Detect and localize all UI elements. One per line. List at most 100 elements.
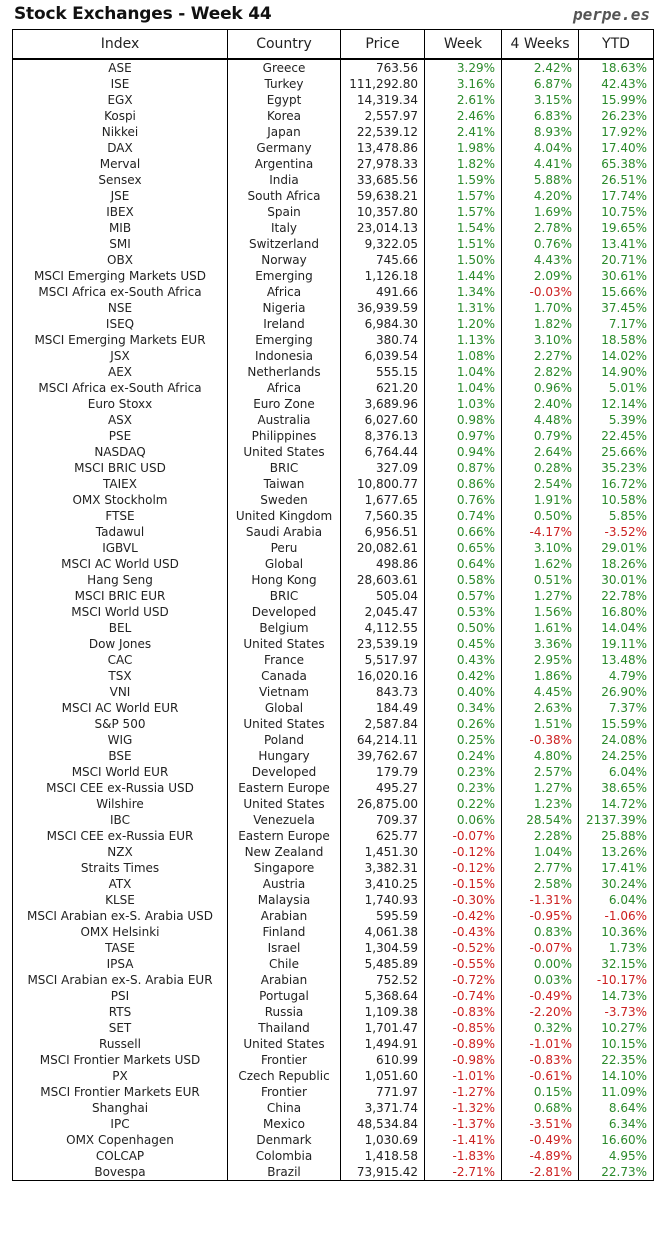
country-cell: Japan: [227, 124, 341, 140]
country-cell: France: [227, 652, 341, 668]
index-cell: Hang Seng: [12, 572, 228, 588]
ytd-change-cell: 24.08%: [578, 732, 654, 748]
four-week-change-cell: 1.69%: [501, 204, 579, 220]
table-row: SMI Switzerland 9,322.05 1.51% 0.76% 13.41%: [12, 236, 654, 252]
ytd-change-cell: 16.80%: [578, 604, 654, 620]
table-row: MSCI Arabian ex-S. Arabia USD Arabian 595.…: [12, 908, 654, 924]
table-row: Kospi Korea 2,557.97 2.46% 6.83% 26.23%: [12, 108, 654, 124]
four-week-change-cell: -0.49%: [501, 988, 579, 1004]
price-cell: 64,214.11: [340, 732, 425, 748]
price-cell: 6,039.54: [340, 348, 425, 364]
four-week-change-cell: 0.68%: [501, 1100, 579, 1116]
price-cell: 10,800.77: [340, 476, 425, 492]
ytd-change-cell: 10.58%: [578, 492, 654, 508]
table-row: Sensex India 33,685.56 1.59% 5.88% 26.51%: [12, 172, 654, 188]
country-cell: Saudi Arabia: [227, 524, 341, 540]
ytd-change-cell: 22.78%: [578, 588, 654, 604]
table-row: NASDAQ United States 6,764.44 0.94% 2.64% 25.…: [12, 444, 654, 460]
price-cell: 5,368.64: [340, 988, 425, 1004]
four-week-change-cell: 1.61%: [501, 620, 579, 636]
four-week-change-cell: -1.01%: [501, 1036, 579, 1052]
ytd-change-cell: -1.06%: [578, 908, 654, 924]
country-cell: Venezuela: [227, 812, 341, 828]
index-cell: JSX: [12, 348, 228, 364]
ytd-change-cell: 17.92%: [578, 124, 654, 140]
table-row: Shanghai China 3,371.74 -1.32% 0.68% 8.64%: [12, 1100, 654, 1116]
table-row: PSI Portugal 5,368.64 -0.74% -0.49% 14.73%: [12, 988, 654, 1004]
index-cell: VNI: [12, 684, 228, 700]
four-week-change-cell: 1.23%: [501, 796, 579, 812]
index-cell: TAIEX: [12, 476, 228, 492]
week-change-cell: 1.31%: [424, 300, 502, 316]
price-cell: 327.09: [340, 460, 425, 476]
price-cell: 23,014.13: [340, 220, 425, 236]
index-cell: MSCI BRIC USD: [12, 460, 228, 476]
week-change-cell: 0.22%: [424, 796, 502, 812]
index-cell: MSCI AC World EUR: [12, 700, 228, 716]
table-row: IBC Venezuela 709.37 0.06% 28.54% 2137.39%: [12, 812, 654, 828]
four-week-change-cell: 4.20%: [501, 188, 579, 204]
ytd-change-cell: 20.71%: [578, 252, 654, 268]
four-week-change-cell: 3.10%: [501, 540, 579, 556]
index-cell: FTSE: [12, 508, 228, 524]
table-row: MSCI Emerging Markets USD Emerging 1,126.1…: [12, 268, 654, 284]
table-row: IBEX Spain 10,357.80 1.57% 1.69% 10.75%: [12, 204, 654, 220]
price-cell: 498.86: [340, 556, 425, 572]
index-cell: MSCI BRIC EUR: [12, 588, 228, 604]
price-cell: 6,984.30: [340, 316, 425, 332]
week-change-cell: -1.41%: [424, 1132, 502, 1148]
week-change-cell: -0.12%: [424, 860, 502, 876]
ytd-change-cell: 4.95%: [578, 1148, 654, 1164]
table-row: VNI Vietnam 843.73 0.40% 4.45% 26.90%: [12, 684, 654, 700]
week-change-cell: 1.44%: [424, 268, 502, 284]
price-cell: 23,539.19: [340, 636, 425, 652]
week-change-cell: 1.57%: [424, 204, 502, 220]
ytd-change-cell: 22.73%: [578, 1164, 654, 1181]
price-cell: 1,740.93: [340, 892, 425, 908]
week-change-cell: 0.86%: [424, 476, 502, 492]
price-cell: 771.97: [340, 1084, 425, 1100]
week-change-cell: -0.30%: [424, 892, 502, 908]
ytd-change-cell: 8.64%: [578, 1100, 654, 1116]
table-row: MSCI BRIC EUR BRIC 505.04 0.57% 1.27% 22.78%: [12, 588, 654, 604]
price-cell: 179.79: [340, 764, 425, 780]
table-row: Bovespa Brazil 73,915.42 -2.71% -2.81% 22.73%: [12, 1164, 654, 1181]
week-change-cell: -1.32%: [424, 1100, 502, 1116]
week-change-cell: 1.13%: [424, 332, 502, 348]
ytd-change-cell: 15.66%: [578, 284, 654, 300]
index-cell: AEX: [12, 364, 228, 380]
ytd-change-cell: 42.43%: [578, 76, 654, 92]
week-change-cell: 2.61%: [424, 92, 502, 108]
price-cell: 59,638.21: [340, 188, 425, 204]
week-change-cell: 0.53%: [424, 604, 502, 620]
week-change-cell: -0.07%: [424, 828, 502, 844]
week-change-cell: 1.20%: [424, 316, 502, 332]
index-cell: Merval: [12, 156, 228, 172]
week-change-cell: -0.89%: [424, 1036, 502, 1052]
four-week-change-cell: 3.15%: [501, 92, 579, 108]
price-cell: 6,764.44: [340, 444, 425, 460]
price-cell: 1,051.60: [340, 1068, 425, 1084]
four-week-change-cell: 4.43%: [501, 252, 579, 268]
price-cell: 843.73: [340, 684, 425, 700]
country-cell: Emerging: [227, 268, 341, 284]
week-change-cell: -0.42%: [424, 908, 502, 924]
index-cell: ISEQ: [12, 316, 228, 332]
index-cell: TSX: [12, 668, 228, 684]
table-row: Russell United States 1,494.91 -0.89% -1.01%…: [12, 1036, 654, 1052]
column-header-week: Week: [424, 29, 502, 60]
four-week-change-cell: 28.54%: [501, 812, 579, 828]
four-week-change-cell: 0.28%: [501, 460, 579, 476]
week-change-cell: 3.16%: [424, 76, 502, 92]
country-cell: Korea: [227, 108, 341, 124]
ytd-change-cell: 19.11%: [578, 636, 654, 652]
table-row: JSX Indonesia 6,039.54 1.08% 2.27% 14.02%: [12, 348, 654, 364]
four-week-change-cell: -0.83%: [501, 1052, 579, 1068]
price-cell: 380.74: [340, 332, 425, 348]
price-cell: 36,939.59: [340, 300, 425, 316]
four-week-change-cell: 5.88%: [501, 172, 579, 188]
price-cell: 3,371.74: [340, 1100, 425, 1116]
week-change-cell: 1.59%: [424, 172, 502, 188]
four-week-change-cell: 2.40%: [501, 396, 579, 412]
ytd-change-cell: 12.14%: [578, 396, 654, 412]
